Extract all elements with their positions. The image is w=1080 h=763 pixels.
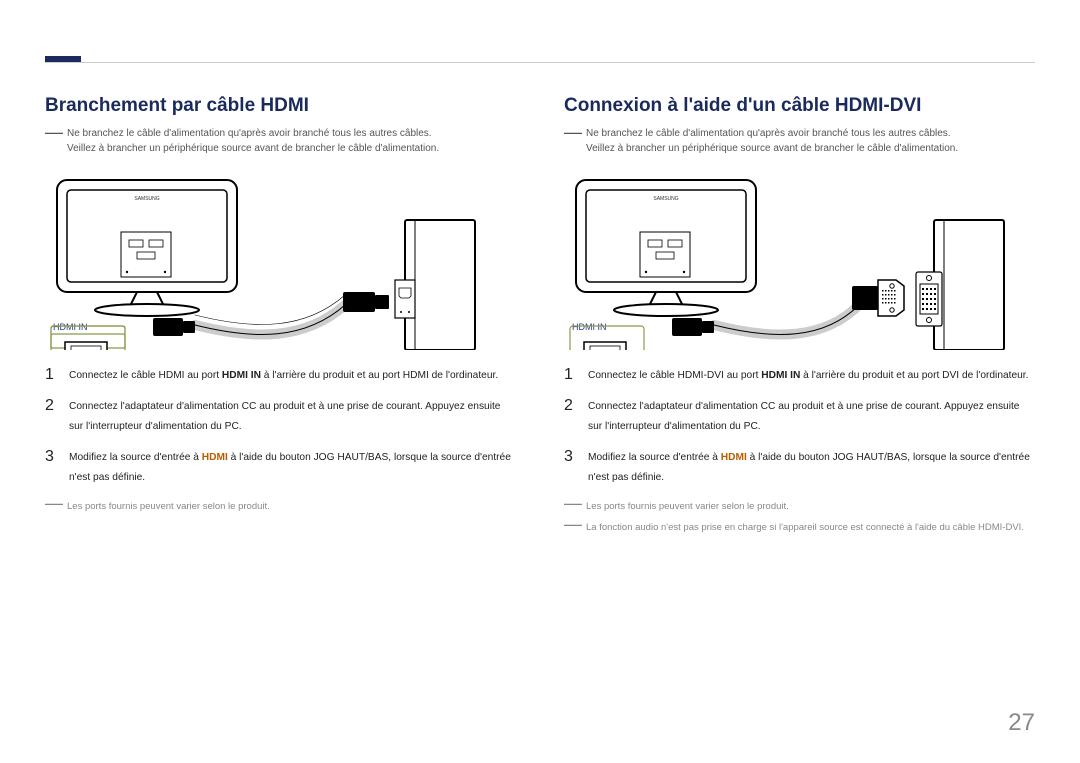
dash-icon: ― <box>45 127 63 137</box>
right-title: Connexion à l'aide d'un câble HDMI-DVI <box>564 95 1035 117</box>
right-steps: 1 Connectez le câble HDMI-DVI au port HD… <box>564 366 1035 487</box>
right-step-1: 1 Connectez le câble HDMI-DVI au port HD… <box>564 366 1035 385</box>
left-step-2: 2 Connectez l'adaptateur d'alimentation … <box>45 397 516 436</box>
step-number: 3 <box>45 448 59 466</box>
dash-icon: ― <box>564 520 582 529</box>
dash-icon: ― <box>45 499 63 508</box>
step-text: Connectez l'adaptateur d'alimentation CC… <box>588 397 1035 436</box>
right-step-2: 2 Connectez l'adaptateur d'alimentation … <box>564 397 1035 436</box>
left-caution: ― Ne branchez le câble d'alimentation qu… <box>45 127 516 156</box>
step-number: 3 <box>564 448 578 466</box>
step-number: 1 <box>45 366 59 384</box>
left-step-3: 3 Modifiez la source d'entrée à HDMI à l… <box>45 448 516 487</box>
right-caution-2: Veillez à brancher un périphérique sourc… <box>586 142 958 157</box>
left-port-label: HDMI IN <box>53 322 88 332</box>
svg-text:SAMSUNG: SAMSUNG <box>653 196 678 202</box>
header-rule <box>45 62 1035 63</box>
left-steps: 1 Connectez le câble HDMI au port HDMI I… <box>45 366 516 487</box>
step-text: Modifiez la source d'entrée à HDMI à l'a… <box>588 448 1035 487</box>
left-title: Branchement par câble HDMI <box>45 95 516 117</box>
left-caution-1: Ne branchez le câble d'alimentation qu'a… <box>67 127 439 142</box>
right-step-3: 3 Modifiez la source d'entrée à HDMI à l… <box>564 448 1035 487</box>
step-number: 2 <box>564 397 578 415</box>
left-column: Branchement par câble HDMI ― Ne branchez… <box>45 95 516 535</box>
right-column: Connexion à l'aide d'un câble HDMI-DVI ―… <box>564 95 1035 535</box>
right-port-label: HDMI IN <box>572 322 607 332</box>
right-caution-1: Ne branchez le câble d'alimentation qu'a… <box>586 127 958 142</box>
svg-text:SAMSUNG: SAMSUNG <box>134 196 159 202</box>
left-diagram: SAMSUNG HDMI IN <box>45 170 516 350</box>
step-text: Connectez l'adaptateur d'alimentation CC… <box>69 397 516 436</box>
content-columns: Branchement par câble HDMI ― Ne branchez… <box>45 95 1035 535</box>
right-footnote-2: ― La fonction audio n'est pas prise en c… <box>564 520 1035 535</box>
step-number: 1 <box>564 366 578 384</box>
step-text: Connectez le câble HDMI-DVI au port HDMI… <box>588 366 1035 385</box>
step-text: Modifiez la source d'entrée à HDMI à l'a… <box>69 448 516 487</box>
right-footnote-1: ― Les ports fournis peuvent varier selon… <box>564 499 1035 514</box>
page-number: 27 <box>1008 709 1035 737</box>
dash-icon: ― <box>564 127 582 137</box>
hdmi-dvi-diagram-svg: SAMSUNG HDMI IN <box>564 170 1024 350</box>
left-caution-2: Veillez à brancher un périphérique sourc… <box>67 142 439 157</box>
step-number: 2 <box>45 397 59 415</box>
left-step-1: 1 Connectez le câble HDMI au port HDMI I… <box>45 366 516 385</box>
dash-icon: ― <box>564 499 582 508</box>
left-footnote-1: ― Les ports fournis peuvent varier selon… <box>45 499 516 514</box>
step-text: Connectez le câble HDMI au port HDMI IN … <box>69 366 516 385</box>
hdmi-diagram-svg: SAMSUNG HDMI IN <box>45 170 505 350</box>
right-caution: ― Ne branchez le câble d'alimentation qu… <box>564 127 1035 156</box>
right-diagram: SAMSUNG HDMI IN <box>564 170 1035 350</box>
